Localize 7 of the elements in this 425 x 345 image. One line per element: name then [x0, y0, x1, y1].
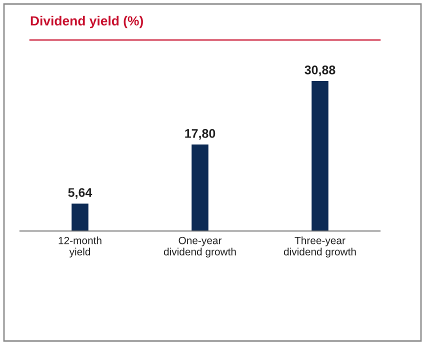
x-tick-label: Three-year dividend growth	[284, 236, 356, 258]
x-tick-label: 12-month yield	[58, 236, 102, 258]
chart-title: Dividend yield (%)	[30, 16, 143, 28]
data-label: 17,80	[185, 129, 216, 140]
data-label: 30,88	[304, 66, 336, 76]
x-tick-label: One-year dividend growth	[164, 236, 236, 258]
data-label: 5,64	[68, 188, 92, 199]
